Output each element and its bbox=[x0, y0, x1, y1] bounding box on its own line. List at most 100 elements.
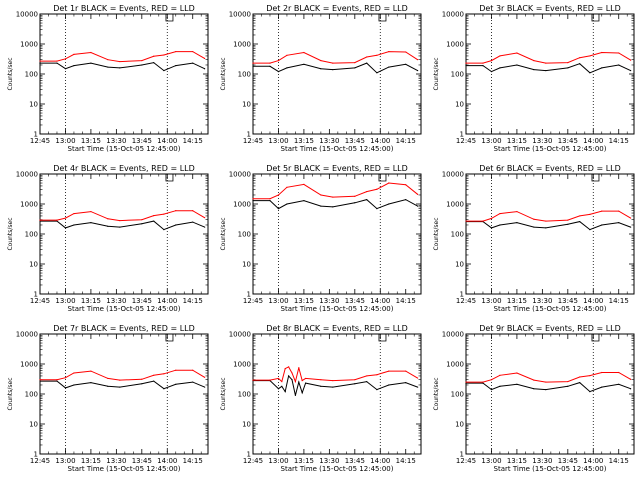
x-tick-label: 14:15 bbox=[609, 137, 629, 145]
data-point-events bbox=[288, 375, 290, 377]
status-marker bbox=[378, 14, 387, 22]
x-tick-label: 13:00 bbox=[268, 297, 288, 305]
data-point-events bbox=[90, 62, 92, 64]
data-point-lld bbox=[141, 378, 143, 380]
data-point-events bbox=[277, 71, 280, 73]
data-point-events bbox=[64, 227, 67, 229]
panel-title: Det 5r BLACK = Events, RED = LLD bbox=[266, 164, 408, 173]
data-point-lld bbox=[163, 373, 165, 375]
x-tick-label: 13:15 bbox=[294, 137, 314, 145]
data-point-events bbox=[490, 71, 493, 73]
panel-det-8: Det 8r BLACK = Events, RED = LLD 1 10 100 10… bbox=[220, 324, 422, 473]
series-line-lld bbox=[253, 366, 418, 384]
x-tick-label: 13:30 bbox=[319, 457, 339, 465]
x-tick-label: 13:15 bbox=[81, 457, 101, 465]
data-point-lld bbox=[252, 62, 254, 64]
data-point-events bbox=[119, 386, 121, 388]
data-point-lld bbox=[601, 51, 603, 54]
y-tick-label: 1000 bbox=[446, 41, 464, 49]
series-line-events bbox=[253, 199, 418, 210]
data-point-events bbox=[119, 226, 121, 228]
y-tick-label: 1000 bbox=[446, 201, 464, 209]
data-point-lld bbox=[281, 380, 283, 383]
y-tick-label: 10 bbox=[242, 421, 251, 429]
data-point-events bbox=[332, 206, 334, 208]
data-point-events bbox=[141, 64, 143, 66]
data-point-lld bbox=[64, 217, 67, 219]
y-tick-label: 10000 bbox=[442, 171, 464, 179]
data-point-lld bbox=[301, 379, 303, 382]
data-point-lld bbox=[516, 210, 518, 213]
data-point-events bbox=[73, 65, 75, 67]
data-point-events bbox=[589, 391, 591, 393]
data-point-events bbox=[533, 226, 535, 228]
data-point-lld bbox=[499, 55, 501, 57]
data-point-events bbox=[153, 380, 155, 382]
data-point-events bbox=[567, 223, 569, 225]
y-tick-label: 100 bbox=[25, 71, 38, 79]
x-tick-label: 12:45 bbox=[30, 137, 50, 145]
data-point-events bbox=[281, 385, 283, 387]
data-point-lld bbox=[618, 210, 620, 212]
data-point-lld bbox=[303, 183, 305, 186]
data-point-events bbox=[39, 220, 41, 222]
x-tick-label: 13:15 bbox=[294, 297, 314, 305]
data-point-lld bbox=[56, 219, 58, 221]
x-tick-label: 13:15 bbox=[507, 137, 527, 145]
data-point-events bbox=[630, 69, 632, 72]
data-point-lld bbox=[533, 379, 535, 381]
panel-det-9: Det 9r BLACK = Events, RED = LLD 1 10 100 10… bbox=[433, 324, 635, 473]
data-point-lld bbox=[269, 379, 271, 381]
data-point-events bbox=[153, 61, 155, 64]
data-point-lld bbox=[366, 190, 368, 193]
y-axis-label: Counts/sec bbox=[7, 57, 14, 90]
x-tick-label: 13:00 bbox=[55, 457, 75, 465]
panel-det-6: Det 6r BLACK = Events, RED = LLD 1 10 100 10… bbox=[433, 164, 635, 313]
data-point-events bbox=[376, 208, 378, 210]
data-point-lld bbox=[73, 372, 75, 374]
x-tick-label: 13:30 bbox=[319, 137, 339, 145]
x-tick-label: 12:45 bbox=[243, 457, 263, 465]
data-point-lld bbox=[56, 60, 58, 62]
panel-title: Det 2r BLACK = Events, RED = LLD bbox=[266, 4, 408, 13]
x-tick-label: 13:45 bbox=[132, 457, 152, 465]
series-line-events bbox=[466, 382, 631, 393]
data-point-lld bbox=[354, 195, 356, 197]
data-point-lld bbox=[376, 374, 378, 376]
x-tick-label: 13:00 bbox=[481, 137, 501, 145]
data-point-events bbox=[376, 72, 378, 74]
panel-det-4: Det 4r BLACK = Events, RED = LLD 1 10 100 10… bbox=[7, 164, 209, 313]
data-point-events bbox=[545, 69, 547, 72]
data-point-lld bbox=[579, 57, 581, 59]
data-point-lld bbox=[376, 188, 378, 190]
data-point-events bbox=[354, 67, 356, 69]
data-point-events bbox=[163, 229, 165, 231]
data-point-events bbox=[320, 68, 322, 70]
data-point-lld bbox=[107, 59, 109, 61]
data-point-lld bbox=[545, 62, 547, 64]
y-tick-label: 100 bbox=[238, 231, 251, 239]
data-point-lld bbox=[482, 62, 484, 64]
panel-title: Det 9r BLACK = Events, RED = LLD bbox=[479, 324, 621, 333]
data-point-events bbox=[601, 67, 603, 69]
data-point-events bbox=[163, 388, 165, 390]
y-axis-label: Counts/sec bbox=[433, 57, 440, 90]
x-tick-label: 14:00 bbox=[157, 457, 177, 465]
data-point-events bbox=[490, 389, 493, 391]
data-point-events bbox=[589, 72, 591, 74]
y-tick-label: 1 bbox=[460, 451, 464, 459]
data-point-lld bbox=[354, 379, 356, 381]
data-point-lld bbox=[39, 219, 41, 221]
series-line-events bbox=[466, 221, 631, 231]
y-tick-label: 100 bbox=[451, 231, 464, 239]
data-point-lld bbox=[630, 217, 632, 219]
data-point-events bbox=[499, 385, 501, 387]
data-point-events bbox=[252, 199, 254, 202]
data-point-lld bbox=[163, 54, 165, 56]
status-marker bbox=[378, 334, 387, 342]
x-tick-label: 13:00 bbox=[481, 297, 501, 305]
x-tick-label: 13:45 bbox=[558, 137, 578, 145]
y-axis-label: Counts/sec bbox=[433, 217, 440, 250]
y-tick-label: 1 bbox=[460, 291, 464, 299]
data-point-events bbox=[204, 226, 206, 228]
